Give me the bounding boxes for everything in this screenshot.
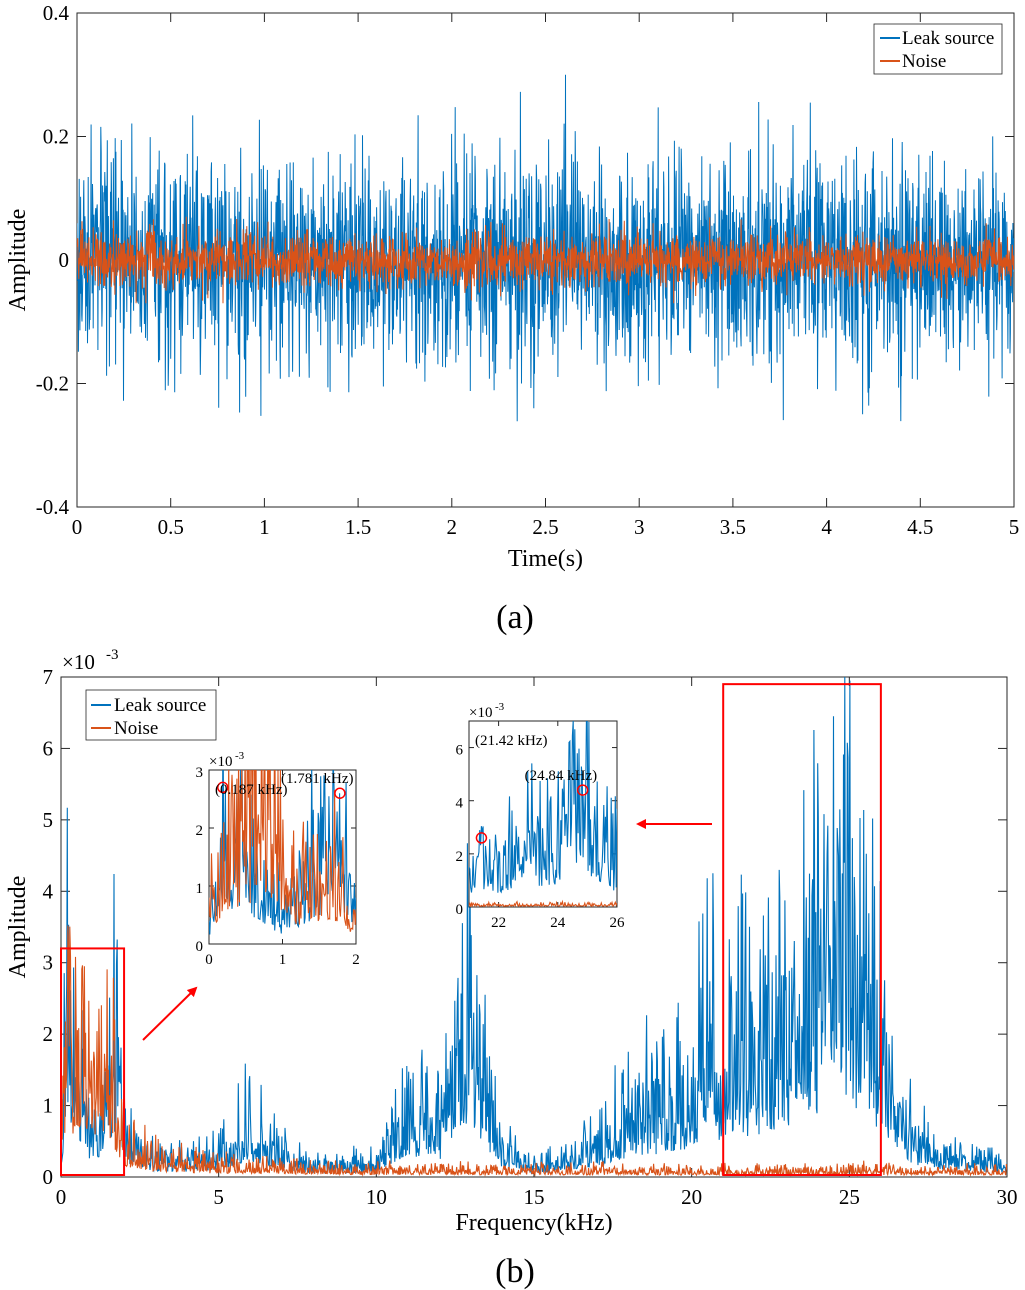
panel-a-y-tick-label: 0.2 <box>43 125 69 149</box>
panel-a-series-leak-source-line <box>77 74 1014 422</box>
panel-a-x-axis-label: Time(s) <box>508 546 583 572</box>
inset-low-peak-annotation: (1.781 kHz) <box>281 771 353 787</box>
panel-b-x-axis-label: Frequency(kHz) <box>455 1210 612 1236</box>
panel-a-x-tick-label: 1.5 <box>345 515 371 539</box>
panel-b-x-tick-label: 15 <box>524 1185 545 1209</box>
panel-a-legend-box <box>873 23 1003 75</box>
panel-b-y-tick-label: 6 <box>43 736 54 760</box>
inset-high-y-tick-label: 4 <box>456 796 464 812</box>
inset-high-y-tick-label: 0 <box>456 902 464 918</box>
panel-b-legend-box <box>85 689 217 741</box>
panel-b-x-tick-label: 5 <box>213 1185 224 1209</box>
inset-low-x-tick-label: 2 <box>352 952 360 968</box>
inset-high-x-tick-label: 26 <box>610 915 626 931</box>
inset-high-peak-annotation: (21.42 kHz) <box>475 733 547 749</box>
inset-low-peak-marker <box>216 781 229 794</box>
inset-high-y-exponent: ×10 <box>469 705 492 721</box>
inset-high-x-tick-label: 22 <box>491 915 506 931</box>
inset-high-x-tick-label: 24 <box>550 915 566 931</box>
inset-high-series-noise-line <box>469 899 617 907</box>
panel-b-y-tick-label: 0 <box>43 1165 54 1189</box>
inset-low-y-tick-label: 2 <box>196 823 204 839</box>
inset-low-y-tick-label: 0 <box>196 939 204 955</box>
inset-high-peak-marker <box>576 784 589 796</box>
panel-a-y-tick-label: -0.2 <box>36 372 69 396</box>
inset-low-series-noise-line <box>209 770 356 932</box>
panel-a-series-noise-line <box>77 216 1014 304</box>
inset-low-y-exponent: ×10 <box>209 754 232 770</box>
inset-low-y-tick-label: 1 <box>196 881 204 897</box>
inset-low-y-tick-label: 3 <box>196 765 204 781</box>
panel-b-legend-entry: Leak source <box>114 695 206 716</box>
inset-low-peak-marker <box>334 787 346 799</box>
inset-low-x-tick-label: 0 <box>205 952 213 968</box>
panel-a-x-tick-label: 5 <box>1009 515 1020 539</box>
panel-a-x-tick-label: 0 <box>72 515 83 539</box>
panel-b-y-tick-label: 5 <box>43 808 54 832</box>
panel-b-highlight-box <box>722 683 882 1177</box>
panel-b-series-leak-source-line <box>61 677 1007 1175</box>
inset-high-y-tick-label: 2 <box>456 849 464 865</box>
panel-a-legend-entry: Leak source <box>902 28 994 49</box>
panel-a-x-tick-label: 3 <box>634 515 645 539</box>
panel-a-label: (a) <box>496 599 534 636</box>
inset-high-y-tick-label: 6 <box>456 743 464 759</box>
panel-a-legend-entry: Noise <box>902 51 946 72</box>
panel-a-x-tick-label: 1 <box>259 515 270 539</box>
panel-b-y-exponent: ×10 <box>62 650 95 674</box>
panel-b-highlight-box <box>60 947 126 1177</box>
panel-b-y-axis-label: Amplitude <box>5 876 31 979</box>
panel-a-y-tick-label: 0.4 <box>43 1 70 25</box>
panel-b-x-tick-label: 10 <box>366 1185 387 1209</box>
inset-low-x-tick-label: 1 <box>279 952 287 968</box>
panel-b-y-tick-label: 4 <box>43 879 54 903</box>
panel-a-y-axis-label: Amplitude <box>5 209 31 312</box>
panel-b-x-tick-label: 25 <box>839 1185 860 1209</box>
panel-b-y-tick-label: 2 <box>43 1022 54 1046</box>
inset-high-peak-marker <box>475 832 488 844</box>
panel-a-x-tick-label: 0.5 <box>158 515 184 539</box>
panel-a-x-tick-label: 2 <box>447 515 458 539</box>
panel-a-x-tick-label: 3.5 <box>720 515 746 539</box>
panel-b-x-tick-label: 0 <box>56 1185 67 1209</box>
inset-high-series-leak-source-line <box>469 721 617 894</box>
panel-b-label: (b) <box>495 1253 535 1290</box>
panel-b-series-noise-line <box>61 925 1007 1177</box>
panel-a-y-tick-label: 0 <box>59 248 70 272</box>
panel-b-legend-entry: Noise <box>114 718 158 739</box>
inset-low-peak-annotation: (0.187 kHz) <box>215 782 287 798</box>
panel-b-x-tick-label: 30 <box>997 1185 1018 1209</box>
inset-low-y-exponent-power: -3 <box>235 750 245 762</box>
panel-b-x-tick-label: 20 <box>681 1185 702 1209</box>
panel-b-y-exponent-power: -3 <box>106 647 119 663</box>
panel-a-x-tick-label: 4 <box>821 515 832 539</box>
inset-high-peak-annotation: (24.84 kHz) <box>525 768 597 784</box>
panel-b-y-tick-label: 7 <box>43 665 54 689</box>
panel-a-x-tick-label: 4.5 <box>907 515 933 539</box>
inset-high-y-exponent-power: -3 <box>495 701 505 713</box>
panel-a-x-tick-label: 2.5 <box>532 515 558 539</box>
panel-b-y-tick-label: 1 <box>43 1094 54 1118</box>
panel-a-time-domain: 0 0.5 1 1.5 2 2.5 3 3.5 4 4.5 5 -0.4 -0.2 0 0.2 0.4 Time… <box>5 1 1019 572</box>
panel-b-arrow-to-low-inset <box>142 986 198 1041</box>
panel-b-inset-low: 0 1 2 0 1 2 3 ×10 -3 (0.187 kHz)(1.781 kHz) <box>196 750 360 968</box>
panel-b-y-tick-label: 3 <box>43 951 54 975</box>
panel-a-y-tick-label: -0.4 <box>36 495 70 519</box>
